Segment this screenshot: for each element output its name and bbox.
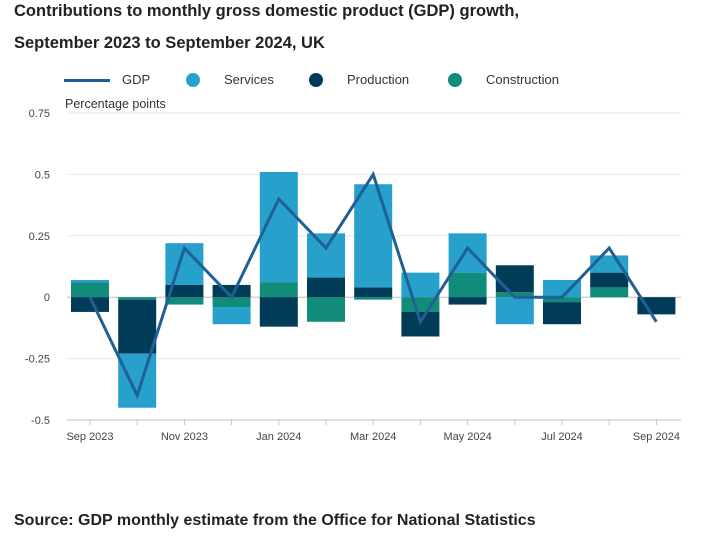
legend-label-construction: Construction bbox=[486, 72, 559, 87]
x-tick-label: Jul 2024 bbox=[541, 431, 583, 443]
bar-services bbox=[307, 233, 345, 278]
x-tick-label: Nov 2023 bbox=[161, 431, 208, 443]
chart-title-line-1: Contributions to monthly gross domestic … bbox=[14, 2, 520, 20]
x-tick-label: Sep 2023 bbox=[66, 431, 113, 443]
bar-production bbox=[118, 299, 157, 354]
legend-label-production: Production bbox=[347, 72, 410, 87]
bar-production bbox=[259, 297, 298, 327]
bar-services bbox=[495, 297, 534, 325]
x-tick-label: Jan 2024 bbox=[256, 431, 301, 443]
production-dot-swatch bbox=[309, 73, 323, 87]
y-tick-label: -0.25 bbox=[25, 354, 50, 366]
bar-construction bbox=[259, 282, 298, 298]
y-axis-unit-label: Percentage points bbox=[65, 97, 166, 111]
legend-label-services: Services bbox=[224, 72, 274, 87]
bar-services bbox=[543, 280, 581, 298]
gdp-line-swatch bbox=[64, 79, 110, 82]
bar-services bbox=[71, 280, 109, 283]
bar-construction bbox=[590, 287, 629, 298]
bar-production bbox=[637, 297, 676, 315]
gdp-line bbox=[88, 170, 658, 400]
chart-title-line-2: September 2023 to September 2024, UK bbox=[14, 34, 325, 52]
bar-production bbox=[448, 297, 487, 305]
y-tick-label: 0.75 bbox=[29, 108, 50, 120]
bar-production bbox=[165, 284, 204, 298]
bar-construction bbox=[165, 297, 204, 305]
bar-construction bbox=[118, 297, 157, 300]
source-note: Source: GDP monthly estimate from the Of… bbox=[14, 512, 536, 529]
bar-services bbox=[118, 353, 157, 408]
y-tick-label: 0.5 bbox=[35, 169, 50, 181]
bar-construction bbox=[307, 297, 345, 322]
x-tick-label: Mar 2024 bbox=[350, 431, 396, 443]
bar-construction bbox=[71, 282, 109, 298]
bar-production bbox=[354, 287, 393, 298]
bar-production bbox=[307, 277, 345, 298]
y-tick-label: -0.5 bbox=[31, 415, 50, 427]
bar-construction bbox=[448, 272, 487, 298]
legend-label-gdp: GDP bbox=[122, 72, 151, 87]
x-tick-label: May 2024 bbox=[443, 431, 491, 443]
chart-plot-area: -0.5 -0.25 0 0.25 0.5 0.75 Sep 2023 Nov 2023 Jan… bbox=[25, 108, 681, 443]
y-tick-label: 0 bbox=[44, 292, 50, 304]
services-dot-swatch bbox=[186, 73, 200, 87]
bar-production bbox=[543, 302, 581, 325]
y-tick-label: 0.25 bbox=[29, 231, 50, 243]
bar-construction bbox=[212, 297, 251, 308]
bar-construction bbox=[495, 292, 534, 298]
bar-services bbox=[212, 307, 251, 325]
bar-production bbox=[590, 272, 629, 288]
bar-construction bbox=[354, 297, 393, 300]
bar-construction bbox=[543, 297, 581, 303]
bar-production bbox=[495, 265, 534, 293]
construction-dot-swatch bbox=[448, 73, 462, 87]
bar-production bbox=[71, 297, 109, 312]
bar-services bbox=[354, 184, 393, 288]
x-tick-label: Sep 2024 bbox=[633, 431, 680, 443]
